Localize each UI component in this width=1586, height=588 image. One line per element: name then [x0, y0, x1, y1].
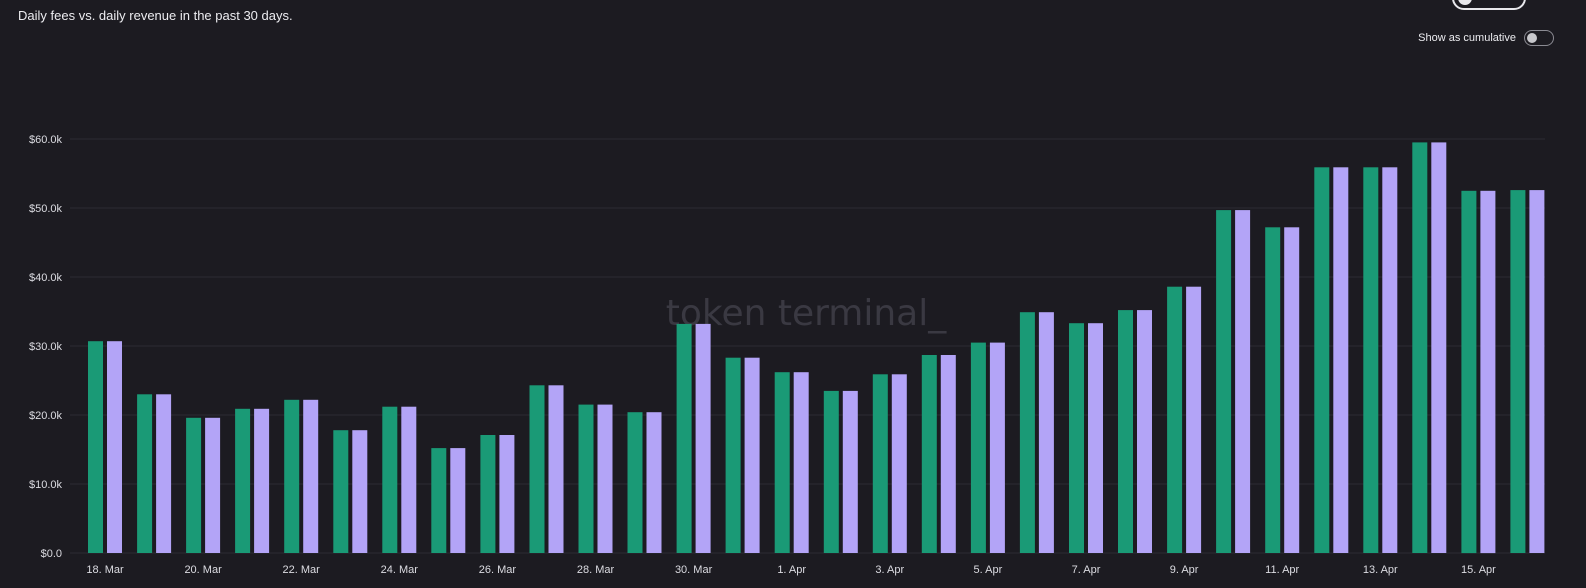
x-axis: 18. Mar 20. Mar 22. Mar 24. Mar 26. Mar 28. M… [86, 564, 1496, 576]
fees-bar-2[interactable] [186, 417, 202, 553]
revenue-bar-28[interactable] [1480, 190, 1496, 554]
revenue-bar-24[interactable] [1284, 227, 1300, 554]
revenue-bar-21[interactable] [1137, 310, 1152, 553]
fees-bar-21[interactable] [1118, 310, 1133, 553]
fees-bar-11[interactable] [627, 412, 643, 553]
revenue-bar-3[interactable] [254, 408, 270, 553]
fees-bar-7[interactable] [431, 448, 447, 553]
fees-bar-16[interactable] [872, 374, 888, 553]
fees-bar-10[interactable] [578, 404, 594, 553]
bars [88, 142, 1545, 554]
revenue-bar-4[interactable] [303, 399, 319, 553]
x-tick-label: 1. Apr [777, 564, 806, 576]
x-tick-label: 15. Apr [1461, 564, 1496, 576]
fees-bar-15[interactable] [823, 390, 839, 553]
cumulative-control: Show as cumulative [1418, 30, 1554, 46]
revenue-bar-12[interactable] [695, 323, 711, 553]
x-tick-label: 11. Apr [1265, 564, 1299, 576]
cumulative-toggle-knob [1527, 33, 1537, 43]
fees-bar-9[interactable] [529, 385, 545, 553]
y-tick-label: $30.0k [29, 341, 63, 353]
fees-bar-13[interactable] [725, 357, 741, 553]
x-tick-label: 28. Mar [577, 564, 615, 576]
y-tick-label: $10.0k [29, 479, 63, 491]
fees-bar-5[interactable] [333, 430, 349, 553]
revenue-bar-17[interactable] [940, 355, 956, 553]
revenue-bar-20[interactable] [1088, 323, 1103, 553]
revenue-bar-13[interactable] [744, 357, 760, 553]
fees-bar-0[interactable] [88, 341, 103, 553]
fees-bar-17[interactable] [921, 355, 937, 553]
x-tick-label: 3. Apr [875, 564, 904, 576]
fees-bar-4[interactable] [284, 399, 300, 553]
x-tick-label: 22. Mar [283, 564, 321, 576]
x-tick-label: 9. Apr [1170, 564, 1199, 576]
fees-bar-25[interactable] [1314, 167, 1330, 554]
x-tick-label: 24. Mar [381, 564, 419, 576]
revenue-bar-5[interactable] [352, 430, 368, 553]
cumulative-toggle[interactable] [1524, 30, 1554, 46]
fees-bar-3[interactable] [235, 408, 251, 553]
fees-bar-24[interactable] [1265, 227, 1281, 554]
revenue-bar-10[interactable] [597, 404, 613, 553]
revenue-bar-18[interactable] [989, 342, 1005, 553]
x-tick-label: 18. Mar [86, 564, 124, 576]
revenue-bar-7[interactable] [450, 448, 466, 553]
fees-bar-22[interactable] [1167, 286, 1183, 553]
fees-bar-23[interactable] [1216, 210, 1232, 553]
fees-bar-18[interactable] [970, 342, 986, 553]
fees-bar-20[interactable] [1069, 323, 1084, 553]
revenue-bar-19[interactable] [1038, 312, 1054, 553]
chart-subtitle: Daily fees vs. daily revenue in the past… [18, 8, 293, 23]
x-tick-label: 5. Apr [974, 564, 1003, 576]
fees-bar-14[interactable] [774, 372, 790, 553]
revenue-bar-1[interactable] [156, 394, 172, 553]
revenue-bar-0[interactable] [107, 341, 122, 553]
revenue-bar-14[interactable] [793, 372, 809, 553]
fees-bar-1[interactable] [137, 394, 153, 553]
revenue-bar-25[interactable] [1333, 167, 1349, 554]
revenue-bar-16[interactable] [891, 374, 907, 553]
fees-bar-8[interactable] [480, 435, 496, 553]
revenue-bar-2[interactable] [205, 417, 221, 553]
revenue-bar-27[interactable] [1431, 142, 1447, 553]
y-tick-label: $60.0k [29, 134, 63, 146]
revenue-bar-8[interactable] [499, 435, 515, 553]
cumulative-label: Show as cumulative [1418, 32, 1516, 44]
fees-bar-26[interactable] [1363, 167, 1379, 554]
fees-bar-12[interactable] [676, 323, 692, 553]
revenue-bar-26[interactable] [1382, 167, 1398, 554]
fees-bar-28[interactable] [1461, 190, 1477, 554]
revenue-bar-9[interactable] [548, 385, 564, 553]
fees-bar-19[interactable] [1019, 312, 1035, 553]
revenue-bar-15[interactable] [842, 390, 858, 553]
fees-bar-6[interactable] [382, 406, 398, 553]
revenue-bar-22[interactable] [1186, 286, 1202, 553]
y-tick-label: $20.0k [29, 410, 63, 422]
top-toggle-knob [1458, 0, 1472, 5]
fees-bar-29[interactable] [1510, 190, 1526, 553]
revenue-bar-6[interactable] [401, 406, 417, 553]
revenue-bar-23[interactable] [1235, 210, 1251, 553]
y-tick-label: $0.0 [41, 548, 62, 560]
x-tick-label: 13. Apr [1363, 564, 1398, 576]
y-tick-label: $50.0k [29, 203, 63, 215]
x-tick-label: 20. Mar [184, 564, 222, 576]
y-axis: $0.0 $10.0k $20.0k $30.0k $40.0k $50.0k $60.0k [29, 134, 63, 560]
x-tick-label: 30. Mar [675, 564, 713, 576]
x-tick-label: 26. Mar [479, 564, 517, 576]
watermark: token terminal_ [666, 293, 947, 334]
revenue-bar-29[interactable] [1529, 190, 1545, 553]
fees-bar-27[interactable] [1412, 142, 1428, 553]
revenue-bar-11[interactable] [646, 412, 662, 553]
x-tick-label: 7. Apr [1072, 564, 1101, 576]
y-tick-label: $40.0k [29, 272, 63, 284]
